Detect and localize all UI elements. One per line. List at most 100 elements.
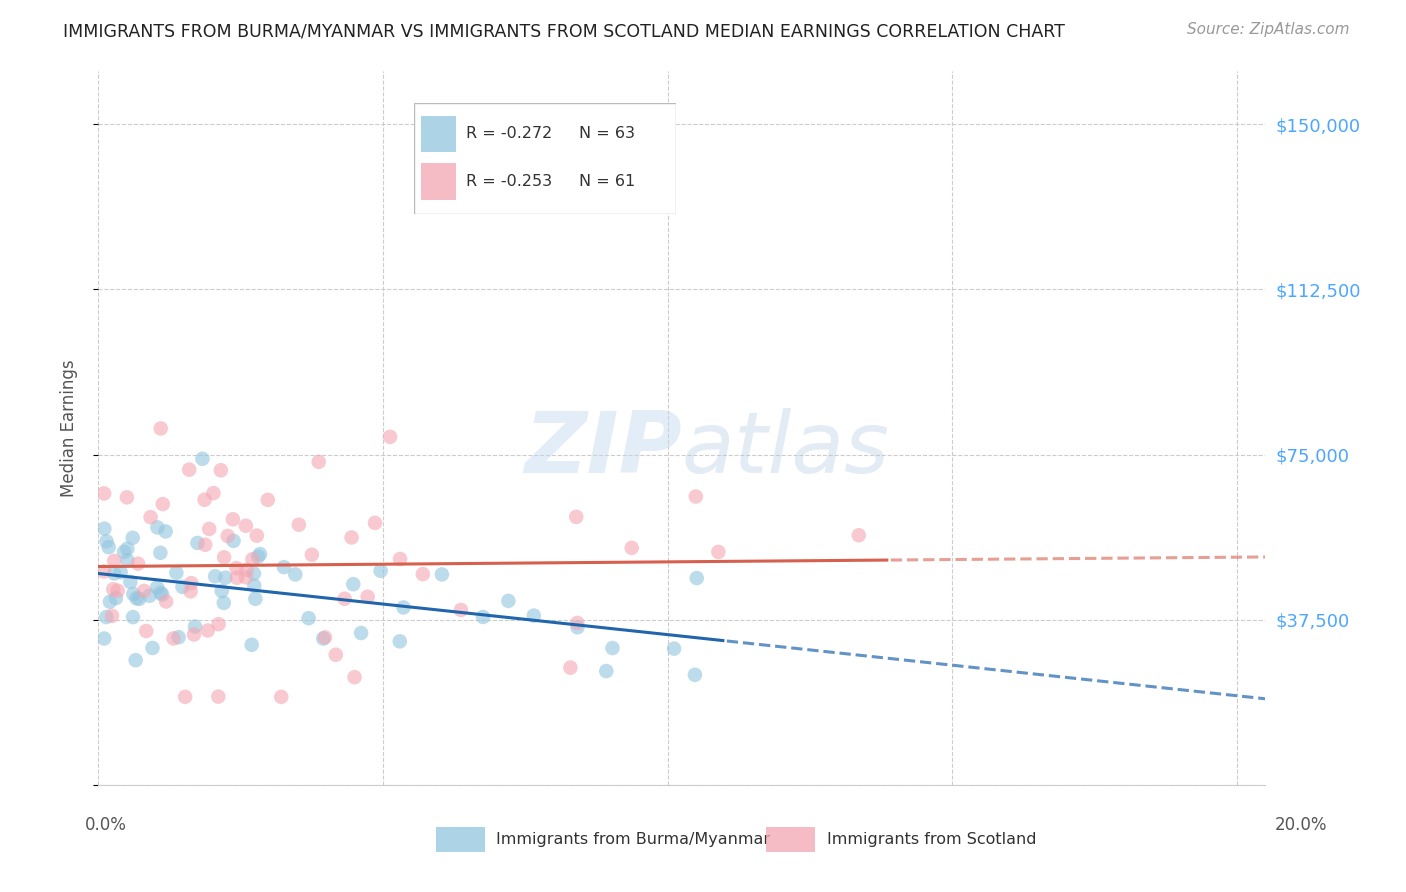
Y-axis label: Median Earnings: Median Earnings — [59, 359, 77, 497]
Point — [180, 584, 202, 599]
Point — [139, 510, 162, 524]
Point — [567, 615, 589, 630]
Point — [392, 600, 415, 615]
Point — [450, 603, 472, 617]
Point — [325, 648, 347, 662]
Point — [247, 549, 270, 564]
Point — [235, 518, 257, 533]
Point — [212, 596, 235, 610]
Point — [211, 584, 233, 599]
Point — [107, 583, 129, 598]
Point — [256, 492, 278, 507]
Point — [112, 545, 135, 559]
Text: 0.0%: 0.0% — [84, 816, 127, 834]
Point — [225, 561, 247, 575]
Point — [412, 567, 434, 582]
Point — [155, 594, 177, 608]
Point — [214, 571, 236, 585]
Point — [124, 653, 146, 667]
Point — [132, 583, 155, 598]
Point — [183, 627, 205, 641]
Point — [288, 517, 311, 532]
Point — [127, 557, 149, 571]
Point — [226, 571, 249, 585]
Point — [389, 552, 412, 566]
Text: Immigrants from Burma/Myanmar: Immigrants from Burma/Myanmar — [496, 832, 770, 847]
Point — [194, 538, 217, 552]
Point — [103, 582, 125, 597]
Point — [138, 589, 160, 603]
Point — [270, 690, 292, 704]
Point — [104, 591, 127, 605]
Point — [209, 463, 232, 477]
Point — [96, 610, 118, 624]
Point — [595, 664, 617, 678]
Point — [149, 546, 172, 560]
Point — [370, 564, 392, 578]
Point — [149, 586, 172, 600]
Point — [235, 563, 257, 577]
Point — [240, 638, 263, 652]
Point — [388, 634, 411, 648]
Point — [498, 594, 520, 608]
Point — [686, 571, 709, 585]
Point — [333, 591, 356, 606]
Point — [191, 451, 214, 466]
Point — [565, 509, 588, 524]
Point — [103, 566, 125, 581]
Point — [172, 580, 194, 594]
Point — [567, 620, 589, 634]
Point — [117, 541, 139, 556]
Point — [135, 624, 157, 638]
Point — [312, 632, 335, 646]
Point — [301, 548, 323, 562]
Point — [149, 421, 172, 435]
Point — [121, 531, 143, 545]
Point — [117, 553, 139, 567]
Point — [284, 567, 307, 582]
Point — [101, 608, 124, 623]
Point — [103, 554, 125, 568]
Point — [308, 455, 330, 469]
Point — [110, 566, 132, 580]
Point — [222, 533, 245, 548]
Point — [96, 534, 118, 549]
Point — [167, 630, 190, 644]
Point — [243, 566, 266, 581]
Point — [662, 641, 685, 656]
Point — [472, 610, 495, 624]
Point — [120, 574, 142, 589]
Point — [125, 591, 148, 606]
Point — [314, 631, 336, 645]
Point — [298, 611, 321, 625]
Point — [180, 576, 202, 591]
Point — [162, 632, 184, 646]
Point — [146, 520, 169, 534]
Point — [174, 690, 197, 704]
Point — [273, 560, 295, 574]
Point — [179, 463, 201, 477]
Point — [128, 591, 150, 606]
Point — [350, 626, 373, 640]
Point — [242, 552, 264, 566]
Point — [184, 619, 207, 633]
Text: atlas: atlas — [682, 408, 890, 491]
Point — [430, 567, 453, 582]
Point — [122, 610, 145, 624]
Point — [122, 587, 145, 601]
Point — [155, 524, 177, 539]
Text: Source: ZipAtlas.com: Source: ZipAtlas.com — [1187, 22, 1350, 37]
Point — [150, 588, 173, 602]
Point — [115, 491, 138, 505]
Point — [202, 486, 225, 500]
Point — [198, 522, 221, 536]
Point — [357, 590, 380, 604]
Point — [186, 536, 208, 550]
Point — [152, 497, 174, 511]
Point — [685, 490, 707, 504]
Point — [340, 531, 363, 545]
Text: Immigrants from Scotland: Immigrants from Scotland — [827, 832, 1036, 847]
Point — [93, 632, 115, 646]
Point — [343, 670, 366, 684]
Point — [217, 529, 239, 543]
